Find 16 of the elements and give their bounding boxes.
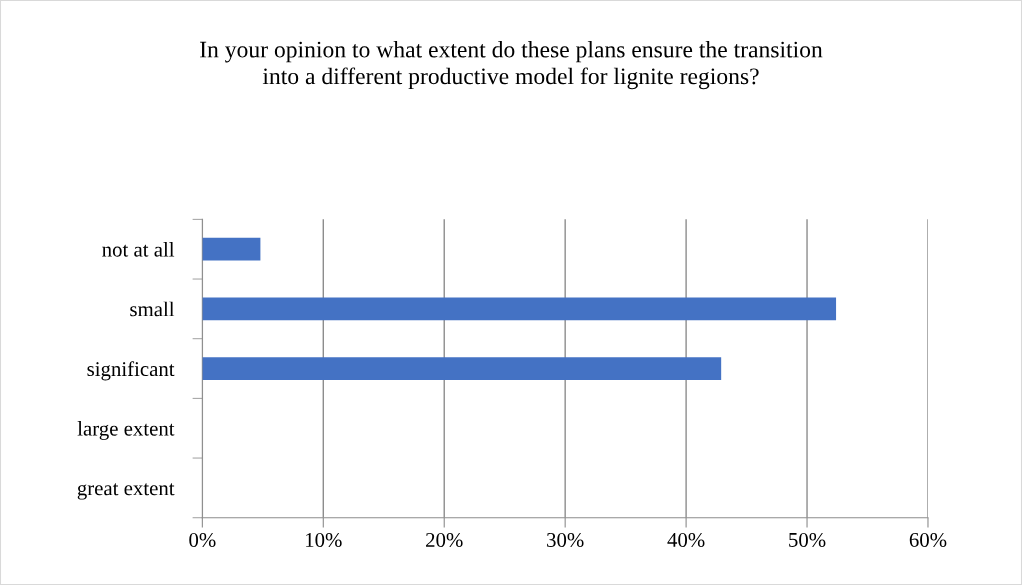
chart-title: In your opinion to what extent do these plans ensure the transition into a different productive model for lignite regions? <box>200 40 823 90</box>
y-tick-label: small <box>130 301 175 317</box>
bar <box>202 297 837 321</box>
x-tick-label: 20% <box>426 532 463 548</box>
x-tick-label: 30% <box>547 532 584 548</box>
y-tick-label: large extent <box>77 420 175 440</box>
y-tick-label: significant <box>87 361 175 381</box>
y-tick-label: great extent <box>77 483 175 500</box>
x-tick-label: 10% <box>306 532 342 548</box>
x-tick-label: 40% <box>667 532 705 548</box>
x-tick-label: 60% <box>909 532 947 548</box>
y-tick-label: not at all <box>102 241 175 257</box>
bar <box>202 357 722 380</box>
x-tick-label: 50% <box>789 532 826 548</box>
bar <box>202 237 261 261</box>
x-tick-label: 0% <box>189 532 216 548</box>
